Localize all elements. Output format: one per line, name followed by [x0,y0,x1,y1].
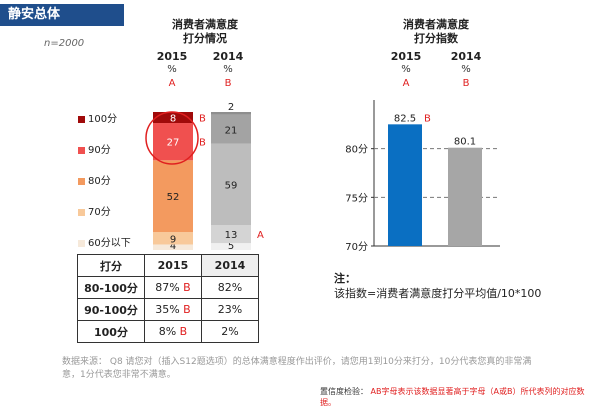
right-sig-b: B [462,78,470,89]
bar-value-label: 5 [228,241,234,252]
table-header-cell: 2015 [143,254,202,277]
right-pct-2015: % [401,64,411,75]
bar-segment [211,112,251,115]
legend-swatch-80 [78,178,85,185]
sample-size: n=2000 [44,38,85,49]
index-bar [388,124,422,246]
table-sig-mark: B [183,303,191,316]
table-value: 8% [158,325,177,338]
left-year-2015: 2015 [156,50,188,63]
bar-value-label: 8 [170,114,176,125]
left-year-2014: 2014 [212,50,244,63]
bar-value-label: 59 [225,180,238,191]
bar-value-label: 13 [225,230,238,241]
sig-mark: A [257,230,264,241]
bar-segment [153,244,193,250]
sig-mark: B [199,114,206,125]
bar-segment [211,243,251,250]
bar-segment [153,160,193,233]
table-cell-2014: 82% [200,276,260,299]
left-sig-b: B [224,78,232,89]
left-chart-title-line2: 打分情况 [183,32,227,45]
legend-swatch-90 [78,147,85,154]
table-row: 100分 8% B 2% [77,320,260,343]
table-row: 90-100分 35% B 23% [77,298,260,321]
y-tick-label: 75分 [345,192,368,204]
table-cell-2015: 87% B [143,276,202,299]
source-label: 数据来源： [62,357,108,367]
legend-swatch-70 [78,209,85,216]
legend-label-90: 90分 [88,145,111,156]
left-chart-title-line1: 消费者满意度 [172,18,238,31]
table-header-row: 打分 2015 2014 [77,254,260,277]
table-cell-2015: 35% B [143,298,202,321]
table-row: 80-100分 87% B 82% [77,276,260,299]
index-bar [448,147,482,246]
bar-value-label: 9 [170,234,176,245]
right-chart-title-line2: 打分指数 [414,32,458,45]
source-text: Q8 请您对（插入S12题选项）的总体满意程度作出评价，请您用1到10分来打分，… [62,357,532,380]
table-cell-label: 90-100分 [77,298,145,321]
left-pct-2015: % [167,64,177,75]
table-value: 87% [155,281,180,294]
bar-segment [153,232,193,245]
bar-segment [211,143,251,226]
table-cell-2015: 8% B [143,320,202,343]
right-year-2015: 2015 [390,50,422,63]
legend-label-70: 70分 [88,207,111,218]
title-badge: 静安总体 [0,4,124,26]
sig-mark: B [424,113,431,124]
significance-footnote: 置信度检验： AB字母表示该数据显著高于字母（A或B）所代表列的对应数据。 [320,386,600,408]
left-sig-a: A [168,78,176,89]
right-year-2014: 2014 [450,50,482,63]
highlight-circle [145,111,199,165]
legend-swatch-100 [78,116,85,123]
y-tick-label: 80分 [345,144,368,156]
bar-segment [153,123,193,161]
table-cell-2014: 23% [200,298,260,321]
note-text: 该指数=消费者满意度打分平均值/10*100 [334,287,542,300]
table-header-cell: 打分 [77,254,145,277]
legend-label-60: 60分以下 [88,238,131,249]
table-sig-mark: B [179,325,188,338]
bar-value-label: 4 [170,241,176,252]
legend-label-100: 100分 [88,114,118,125]
table-cell-2014: 2% [200,320,260,343]
table-header-cell: 2014 [200,254,260,277]
table-cell-label: 100分 [77,320,145,343]
bar-value-label: 52 [167,192,180,203]
bar-segment [153,112,193,124]
note-title: 注： [334,272,356,285]
right-sig-a: A [402,78,410,89]
bar-value-label: 27 [167,138,180,149]
bar-value-label: 21 [225,125,238,136]
sig-mark: B [199,138,206,149]
table-cell-label: 80-100分 [77,276,145,299]
data-source: 数据来源： Q8 请您对（插入S12题选项）的总体满意程度作出评价，请您用1到1… [62,356,532,382]
right-pct-2014: % [461,64,471,75]
legend-swatch-60 [78,240,85,247]
table-sig-mark: B [183,281,191,294]
bar-value-label: 2 [228,102,234,113]
legend-label-80: 80分 [88,176,111,187]
bar-segment [211,225,251,244]
index-value-label: 82.5 [394,113,416,124]
bar-segment [211,114,251,144]
footnote-label: 置信度检验： [320,387,368,396]
right-chart-title-line1: 消费者满意度 [403,18,469,31]
index-value-label: 80.1 [454,137,476,148]
y-tick-label: 70分 [345,241,368,253]
score-table: 打分 2015 2014 80-100分 87% B 82% 90-100分 3… [77,254,260,343]
table-value: 35% [155,303,180,316]
left-pct-2014: % [223,64,233,75]
